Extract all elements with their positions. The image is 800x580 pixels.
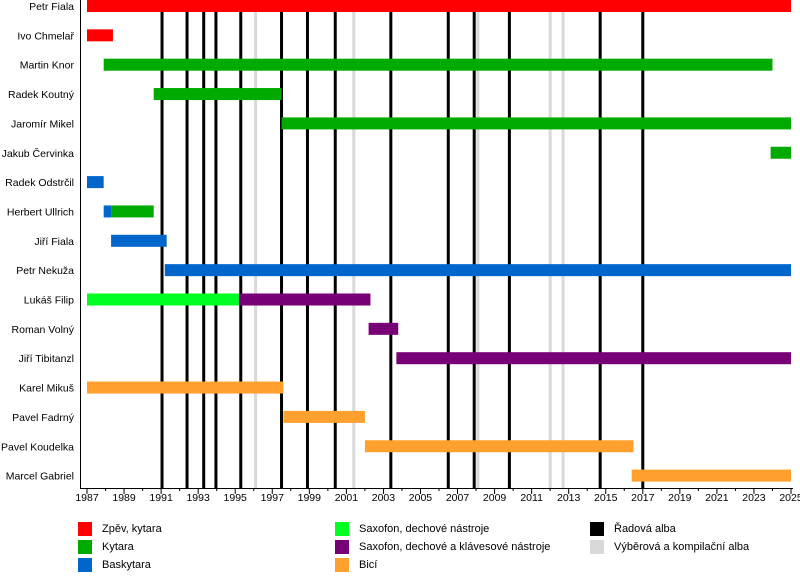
legend-item-studio_albums: Řadová alba: [590, 522, 676, 536]
member-label: Jiří Tibitanzl: [19, 353, 74, 365]
legend-label: Bicí: [359, 559, 378, 571]
x-tick-label: 2005: [409, 492, 433, 504]
legend-item-drums: Bicí: [335, 558, 377, 572]
member-bar: [87, 29, 113, 42]
x-tick-label: 1999: [298, 492, 322, 504]
x-tick-label: 2015: [594, 492, 618, 504]
member-label: Karel Mikuš: [19, 383, 74, 395]
member-label: Pavel Fadrný: [12, 412, 75, 424]
member-bar: [87, 176, 104, 189]
member-label: Ivo Chmelař: [17, 30, 74, 42]
x-tick-label: 1997: [261, 492, 285, 504]
member-label: Jakub Červinka: [2, 147, 75, 160]
legend-swatch: [78, 522, 92, 536]
legend-label: Řadová alba: [614, 523, 676, 535]
member-bar: [103, 205, 112, 218]
legend-swatch: [335, 540, 349, 554]
legend-label: Kytara: [102, 541, 134, 553]
member-label: Martin Knor: [20, 60, 75, 72]
member-label: Lukáš Filip: [24, 295, 74, 307]
legend-label: Zpěv, kytara: [102, 523, 162, 535]
member-bar: [770, 146, 791, 159]
x-tick-label: 1993: [186, 492, 210, 504]
member-labels: Petr Fiala Ivo Chmelař Martin Knor Radek Ko…: [1, 1, 75, 483]
legend-label: Výběrová a kompilační alba: [614, 541, 750, 553]
member-bar: [631, 469, 791, 482]
x-tick-label: 1987: [75, 492, 99, 504]
legend-item-sax_winds_keys: Saxofon, dechové a klávesové nástroje: [335, 540, 550, 554]
x-tick-label: 2011: [520, 492, 543, 504]
x-tick-label: 2003: [372, 492, 396, 504]
legend-swatch: [78, 558, 92, 572]
member-bar: [283, 410, 365, 423]
legend-swatch: [335, 522, 349, 536]
legend-swatch: [335, 558, 349, 572]
x-tick-label: 1991: [149, 492, 173, 504]
legend-item-vocals_guitar: Zpěv, kytara: [78, 522, 162, 536]
x-tick-label: 2007: [446, 492, 470, 504]
x-tick-label: 2017: [631, 492, 655, 504]
member-label: Roman Volný: [12, 324, 75, 336]
x-tick-label: 2019: [668, 492, 692, 504]
member-bar: [396, 352, 791, 365]
legend-label: Saxofon, dechové a klávesové nástroje: [359, 541, 551, 553]
member-bar: [111, 205, 154, 218]
member-label: Jaromír Mikel: [11, 118, 74, 130]
x-tick-label: 1995: [224, 492, 248, 504]
legend-label: Baskytara: [102, 559, 151, 571]
legend-swatch: [590, 540, 604, 554]
member-bar: [368, 322, 399, 335]
member-bar: [153, 88, 282, 101]
member-bar: [111, 234, 167, 247]
x-tick-label: 1989: [112, 492, 136, 504]
legend-item-guitar: Kytara: [78, 540, 134, 554]
member-bar: [87, 293, 239, 306]
member-bar: [87, 381, 284, 394]
member-label: Petr Fiala: [29, 1, 74, 13]
legend-item-compilations: Výběrová a kompilační alba: [590, 540, 749, 554]
legend-item-sax_winds: Saxofon, dechové nástroje: [335, 522, 489, 536]
x-tick-label: 2021: [705, 492, 729, 504]
member-label: Petr Nekuža: [16, 265, 74, 277]
member-bar: [281, 117, 791, 130]
x-tick-label: 2009: [483, 492, 507, 504]
member-label: Herbert Ullrich: [7, 206, 74, 218]
member-bar: [164, 264, 791, 277]
band-timeline-chart: Petr Fiala Ivo Chmelař Martin Knor Radek Ko…: [1, 0, 800, 504]
member-label: Radek Koutný: [8, 89, 75, 101]
member-label: Jiří Fiala: [34, 236, 74, 248]
legend-item-bass: Baskytara: [78, 558, 151, 572]
member-label: Pavel Koudelka: [1, 441, 74, 453]
album-lines: [160, 0, 645, 488]
member-bar: [103, 58, 773, 71]
legend-swatch: [590, 522, 604, 536]
member-bar: [87, 0, 791, 12]
x-axis: 1987 1989 1991 1993 1995 1997 1999 2001 2003 2005…: [75, 0, 800, 504]
member-bar: [364, 440, 634, 453]
member-label: Marcel Gabriel: [6, 471, 74, 483]
x-tick-label: 2013: [557, 492, 581, 504]
x-tick-label: 2025: [779, 492, 800, 504]
x-tick-label: 2023: [742, 492, 766, 504]
legend-swatch: [78, 540, 92, 554]
member-bars: [87, 0, 791, 482]
member-bar: [238, 293, 371, 306]
member-label: Radek Odstrčil: [5, 177, 74, 189]
legend-label: Saxofon, dechové nástroje: [359, 523, 490, 535]
x-tick-label: 2001: [335, 492, 359, 504]
